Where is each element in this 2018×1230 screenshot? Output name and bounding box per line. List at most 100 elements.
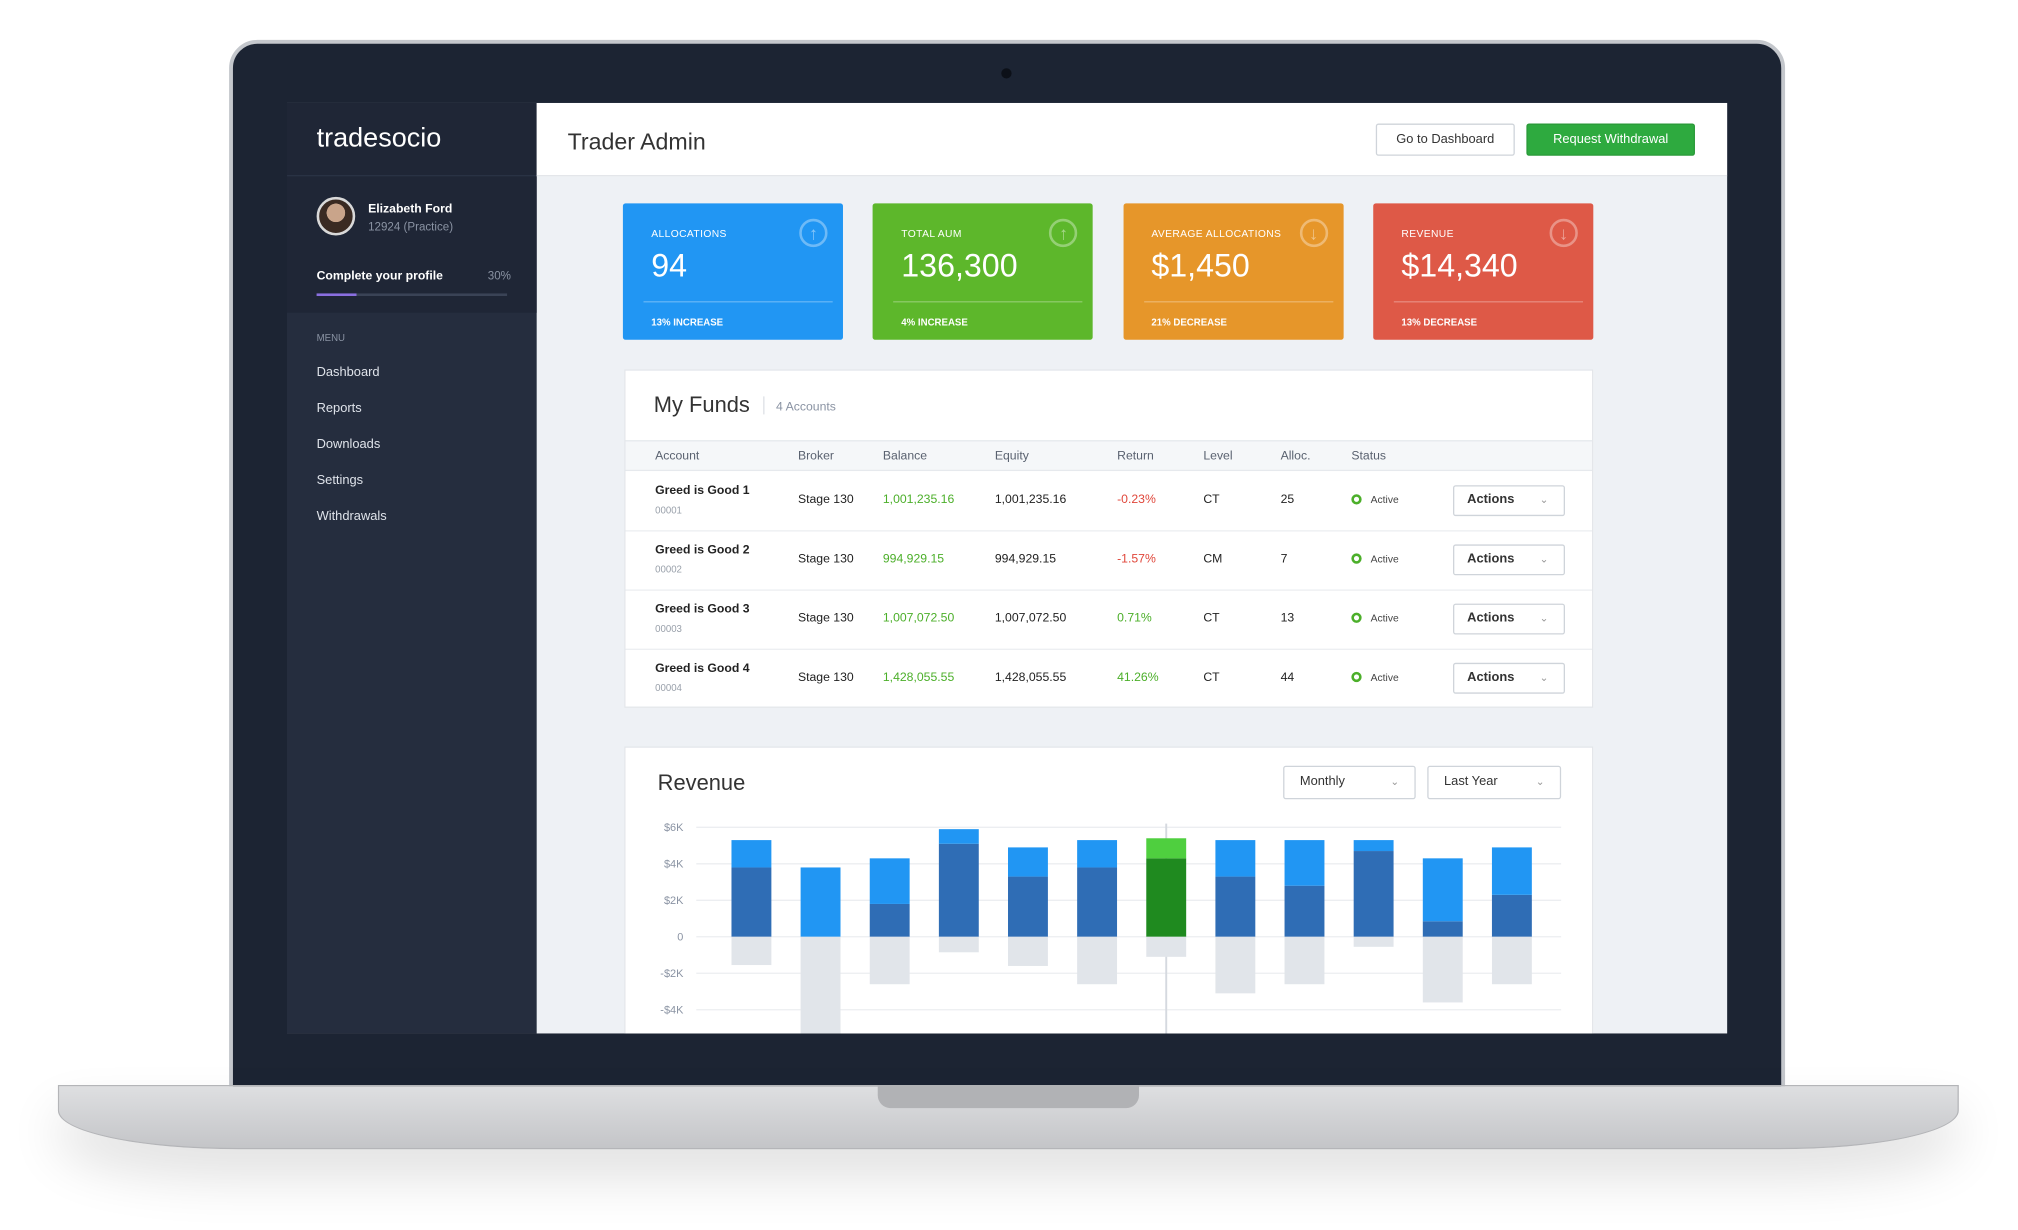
- user-account: 12924 (Practice): [368, 220, 454, 233]
- chevron: ⌄: [1539, 671, 1549, 684]
- bar-segment: [1284, 885, 1325, 937]
- bar-segment: [1077, 840, 1118, 868]
- column-header: Alloc.: [1280, 449, 1311, 464]
- range-select[interactable]: Last Year ⌄: [1427, 765, 1562, 800]
- bar-segment: [1008, 847, 1048, 877]
- actions-button[interactable]: Actions ⌄: [1453, 544, 1565, 576]
- bar-segment: [938, 829, 979, 844]
- card-divider: [1143, 301, 1333, 303]
- status-dot: [1351, 553, 1362, 564]
- account-id: 00002: [655, 563, 682, 576]
- row-divider: [625, 648, 1593, 650]
- progress-track: [316, 293, 508, 297]
- card-label: AVERAGE ALLOCATIONS: [1151, 227, 1282, 240]
- status-dot: [1351, 671, 1362, 683]
- card-change: 21% DECREASE: [1151, 316, 1227, 329]
- bar-segment: [1284, 840, 1325, 886]
- card-change: 13% INCREASE: [651, 316, 724, 329]
- actions-button[interactable]: Actions ⌄: [1453, 662, 1565, 694]
- bar-segment: [731, 840, 772, 868]
- balance: 1,428,055.55: [882, 670, 955, 685]
- bar-segment: [1491, 847, 1532, 895]
- level: CM: [1203, 552, 1223, 567]
- header: Trader Admin Go to Dashboard Request Wit…: [536, 102, 1728, 177]
- account-name: Greed is Good 4: [655, 661, 750, 676]
- bar-segment: [869, 903, 910, 937]
- logo[interactable]: tradesocio: [316, 123, 442, 154]
- menu-item[interactable]: Withdrawals: [316, 509, 387, 524]
- stat-card: AVERAGE ALLOCATIONS $1,450 21% DECREASE ↓: [1123, 203, 1344, 340]
- menu-item[interactable]: Dashboard: [316, 365, 380, 380]
- return: 41.26%: [1117, 670, 1159, 685]
- bar-segment: [869, 858, 910, 904]
- trend-icon: ↑: [799, 218, 828, 248]
- chevron: ⌄: [1539, 553, 1549, 565]
- allocation: 44: [1280, 670, 1295, 685]
- avatar: [316, 196, 356, 236]
- bar-segment: [1008, 936, 1048, 966]
- revenue-panel: Revenue Monthly ⌄ Last Year ⌄ $6K $4K $2K 0 -$…: [624, 746, 1594, 1034]
- row-divider: [625, 589, 1593, 591]
- status: Active: [1370, 553, 1399, 565]
- card-value: $14,340: [1401, 248, 1518, 285]
- card-value: 94: [651, 248, 688, 285]
- card-divider: [1393, 301, 1583, 303]
- trend-icon: ↓: [1549, 218, 1578, 248]
- actions-text: Actions: [1467, 492, 1515, 508]
- column-header: Status: [1351, 449, 1387, 464]
- bar-segment: [800, 936, 841, 1034]
- stat-card: TOTAL AUM 136,300 4% INCREASE ↑: [872, 203, 1094, 340]
- allocation: 13: [1280, 611, 1295, 626]
- card-value: $1,450: [1151, 248, 1250, 285]
- column-header: Equity: [994, 449, 1029, 464]
- bar-segment: [1008, 876, 1048, 937]
- actions-button[interactable]: Actions ⌄: [1453, 485, 1565, 517]
- page-title: Trader Admin: [567, 128, 706, 155]
- menu-item[interactable]: Downloads: [316, 437, 381, 452]
- bar-segment: [869, 936, 910, 985]
- menu-item[interactable]: Reports: [316, 401, 362, 416]
- balance: 1,007,072.50: [882, 611, 955, 626]
- table-header: [625, 440, 1593, 472]
- y-tick-label: $2K: [664, 895, 684, 907]
- profile: Elizabeth Ford 12924 (Practice) Complete…: [287, 175, 537, 313]
- y-tick-label: -$2K: [660, 968, 684, 980]
- actions-text: Actions: [1467, 670, 1515, 685]
- chart-title: Revenue: [657, 770, 746, 796]
- bar-segment: [1146, 858, 1187, 937]
- status-dot: [1351, 494, 1362, 505]
- return: -1.57%: [1117, 552, 1156, 567]
- actions-button[interactable]: Actions ⌄: [1453, 603, 1565, 635]
- bar-segment: [1146, 936, 1187, 957]
- status: Active: [1370, 612, 1399, 625]
- broker: Stage 130: [797, 670, 854, 685]
- range-text: Last Year: [1444, 774, 1498, 789]
- column-header: Level: [1203, 449, 1233, 464]
- screen: tradesocio Elizabeth Ford 12924 (Practic…: [287, 102, 1728, 1034]
- funds-count: 4 Accounts: [776, 400, 836, 415]
- card-divider: [893, 301, 1083, 303]
- menu-label: MENU: [316, 332, 346, 344]
- card-label: TOTAL AUM: [901, 227, 962, 240]
- actions-text: Actions: [1467, 611, 1515, 626]
- user-name: Elizabeth Ford: [368, 202, 453, 217]
- bar-segment: [800, 867, 841, 937]
- column-header: Account: [655, 449, 700, 464]
- account-id: 00003: [655, 622, 682, 635]
- separator: [763, 396, 765, 415]
- dashboard-button[interactable]: Go to Dashboard: [1375, 123, 1515, 156]
- card-divider: [643, 301, 833, 303]
- card-change: 13% DECREASE: [1401, 316, 1478, 329]
- broker: Stage 130: [797, 492, 854, 508]
- withdrawal-button[interactable]: Request Withdrawal: [1526, 123, 1695, 156]
- bar-segment: [1077, 867, 1118, 937]
- menu-item[interactable]: Settings: [316, 473, 364, 488]
- bar-segment: [1422, 921, 1463, 937]
- level: CT: [1203, 611, 1220, 626]
- bar-segment: [731, 867, 772, 937]
- funds-panel: My Funds 4 Accounts Account Broker Balance…: [624, 369, 1594, 708]
- card-change: 4% INCREASE: [901, 316, 968, 329]
- account-id: 00004: [655, 682, 682, 694]
- chevron: ⌄: [1539, 612, 1549, 625]
- period-select[interactable]: Monthly ⌄: [1283, 765, 1416, 800]
